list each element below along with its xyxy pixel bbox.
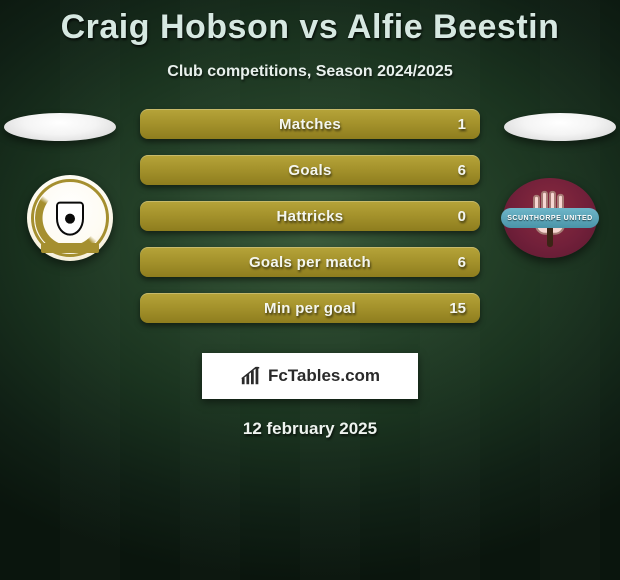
stat-label: Goals per match xyxy=(140,247,480,277)
bars-chart-icon xyxy=(240,365,262,387)
stat-value: 6 xyxy=(458,155,466,185)
stat-label: Goals xyxy=(140,155,480,185)
stat-label: Min per goal xyxy=(140,293,480,323)
stat-value: 6 xyxy=(458,247,466,277)
stat-bar: Goals 6 xyxy=(140,155,480,185)
brand-text: FcTables.com xyxy=(268,366,380,386)
stat-value: 15 xyxy=(449,293,466,323)
stat-bar: Matches 1 xyxy=(140,109,480,139)
stat-bar: Min per goal 15 xyxy=(140,293,480,323)
stat-value: 0 xyxy=(458,201,466,231)
club-crest-right-label: SCUNTHORPE UNITED xyxy=(501,208,599,228)
stat-bars: Matches 1 Goals 6 Hattricks 0 Goals per … xyxy=(140,109,480,339)
stat-label: Matches xyxy=(140,109,480,139)
stat-bar: Goals per match 6 xyxy=(140,247,480,277)
comparison-stage: SCUNTHORPE UNITED Matches 1 Goals 6 Hatt… xyxy=(0,109,620,349)
page-title: Craig Hobson vs Alfie Beestin xyxy=(0,0,620,47)
club-crest-right: SCUNTHORPE UNITED xyxy=(500,173,600,263)
subtitle: Club competitions, Season 2024/2025 xyxy=(0,63,620,81)
stat-label: Hattricks xyxy=(140,201,480,231)
stat-value: 1 xyxy=(458,109,466,139)
stat-bar: Hattricks 0 xyxy=(140,201,480,231)
club-crest-left xyxy=(20,173,120,263)
player-right-platform xyxy=(504,113,616,141)
brand-box: FcTables.com xyxy=(202,353,418,399)
player-left-platform xyxy=(4,113,116,141)
date-label: 12 february 2025 xyxy=(0,419,620,439)
